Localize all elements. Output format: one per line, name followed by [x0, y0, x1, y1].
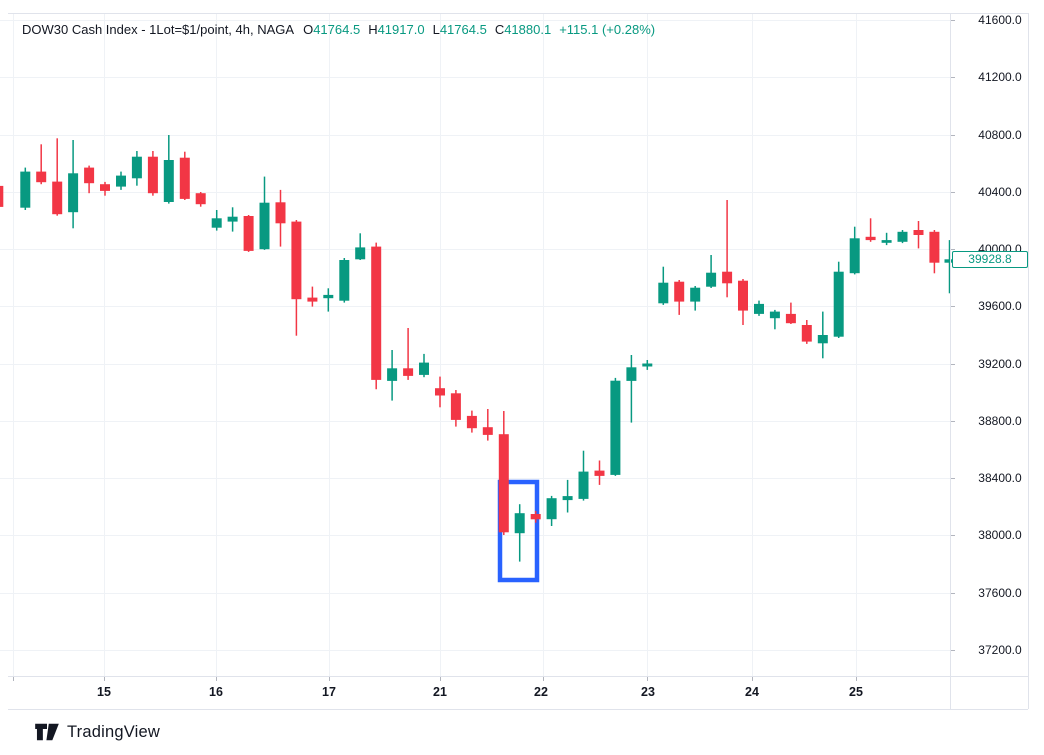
ohlc-low: L41764.5	[432, 22, 487, 37]
candle-body	[163, 160, 174, 202]
candle-body	[36, 171, 47, 183]
candle-body	[131, 156, 142, 179]
price-tick-label: 41600.0	[978, 13, 1022, 27]
candle-body	[450, 393, 461, 420]
price-tick-label: 37600.0	[978, 585, 1022, 600]
candle-body	[355, 247, 366, 260]
candle-body	[801, 325, 812, 342]
candle-body	[259, 202, 270, 250]
price-tick-label: 38000.0	[978, 528, 1022, 543]
candle-body	[291, 221, 302, 300]
candle-body	[20, 171, 31, 208]
price-change: +115.1 (+0.28%)	[559, 22, 656, 37]
tradingview-logo-icon	[35, 723, 59, 741]
candle-body	[371, 246, 382, 380]
candle-body	[881, 240, 892, 243]
candle-body	[578, 471, 589, 499]
candle-body	[68, 173, 79, 213]
candle-body	[706, 272, 717, 287]
chart-legend: DOW30 Cash Index - 1Lot=$1/point, 4h, NA…	[22, 21, 655, 38]
candle-body	[530, 514, 541, 520]
candle-body	[435, 388, 445, 396]
candle-body	[116, 175, 126, 187]
candle-body	[626, 367, 637, 381]
candle-body	[610, 380, 621, 475]
candle-body	[275, 202, 286, 224]
candle-body	[0, 185, 4, 207]
candle-body	[897, 231, 908, 242]
ohlc-open: O41764.5	[303, 22, 361, 37]
candle-body	[179, 157, 190, 199]
candle-body	[147, 156, 158, 194]
price-tick-label: 41200.0	[978, 70, 1022, 85]
candle-body	[833, 271, 844, 337]
candle-body	[387, 368, 398, 381]
candle-body	[562, 496, 573, 501]
candle-body	[849, 238, 860, 274]
candle-body	[674, 281, 685, 302]
candle-body	[690, 287, 701, 302]
time-tick-label: 24	[745, 685, 759, 699]
candle-body	[944, 259, 955, 263]
candle-body	[323, 294, 334, 299]
candle-body	[498, 434, 509, 533]
candle-body	[307, 297, 318, 302]
candle-body	[546, 498, 557, 520]
price-tick-label: 40400.0	[978, 184, 1022, 199]
time-tick-label: 16	[209, 685, 223, 699]
candle-body	[929, 231, 940, 263]
candle-body	[403, 368, 414, 376]
candle-body	[195, 193, 206, 205]
candle-body	[817, 335, 828, 344]
candle-body	[84, 167, 95, 184]
candle-body	[243, 216, 254, 251]
candle-body	[769, 311, 780, 319]
price-tick-label: 38400.0	[978, 471, 1022, 486]
candle-body	[785, 313, 796, 324]
tradingview-logo[interactable]: TradingView	[34, 721, 160, 743]
time-tick-label: 17	[322, 685, 336, 699]
candle-body	[211, 218, 222, 228]
tradingview-logo-text: TradingView	[67, 722, 160, 741]
candle-body	[466, 415, 477, 429]
symbol-title[interactable]: DOW30 Cash Index - 1Lot=$1/point, 4h, NA…	[22, 22, 295, 37]
candle-body	[658, 282, 669, 304]
candle-body	[100, 184, 110, 191]
time-tick-label: 15	[97, 685, 111, 699]
price-tick-label: 37200.0	[978, 643, 1022, 657]
price-tick-label: 39600.0	[978, 299, 1022, 314]
candle-body	[738, 280, 748, 311]
candle-body	[52, 181, 63, 215]
last-price-badge: 39928.8	[952, 250, 1028, 268]
candle-body	[227, 216, 238, 222]
time-tick-label: 21	[433, 685, 447, 699]
candle-body	[514, 513, 525, 534]
candle-body	[722, 271, 733, 284]
candle-body	[754, 303, 764, 314]
candle-body	[339, 260, 350, 301]
price-tick-label: 39200.0	[978, 356, 1022, 371]
time-tick-label: 22	[534, 685, 548, 699]
time-tick-label: 23	[641, 685, 655, 699]
candle-body	[865, 236, 876, 241]
candle-body	[419, 362, 429, 375]
price-tick-label: 38800.0	[978, 413, 1022, 428]
candle-body	[482, 427, 493, 435]
ohlc-close: C41880.1	[494, 22, 552, 37]
ohlc-high: H41917.0	[368, 22, 425, 37]
time-tick-label: 25	[849, 685, 863, 699]
candle-body	[913, 230, 924, 235]
price-tick-label: 40800.0	[978, 127, 1022, 142]
candle-body	[642, 363, 653, 367]
candle-body	[594, 470, 605, 476]
